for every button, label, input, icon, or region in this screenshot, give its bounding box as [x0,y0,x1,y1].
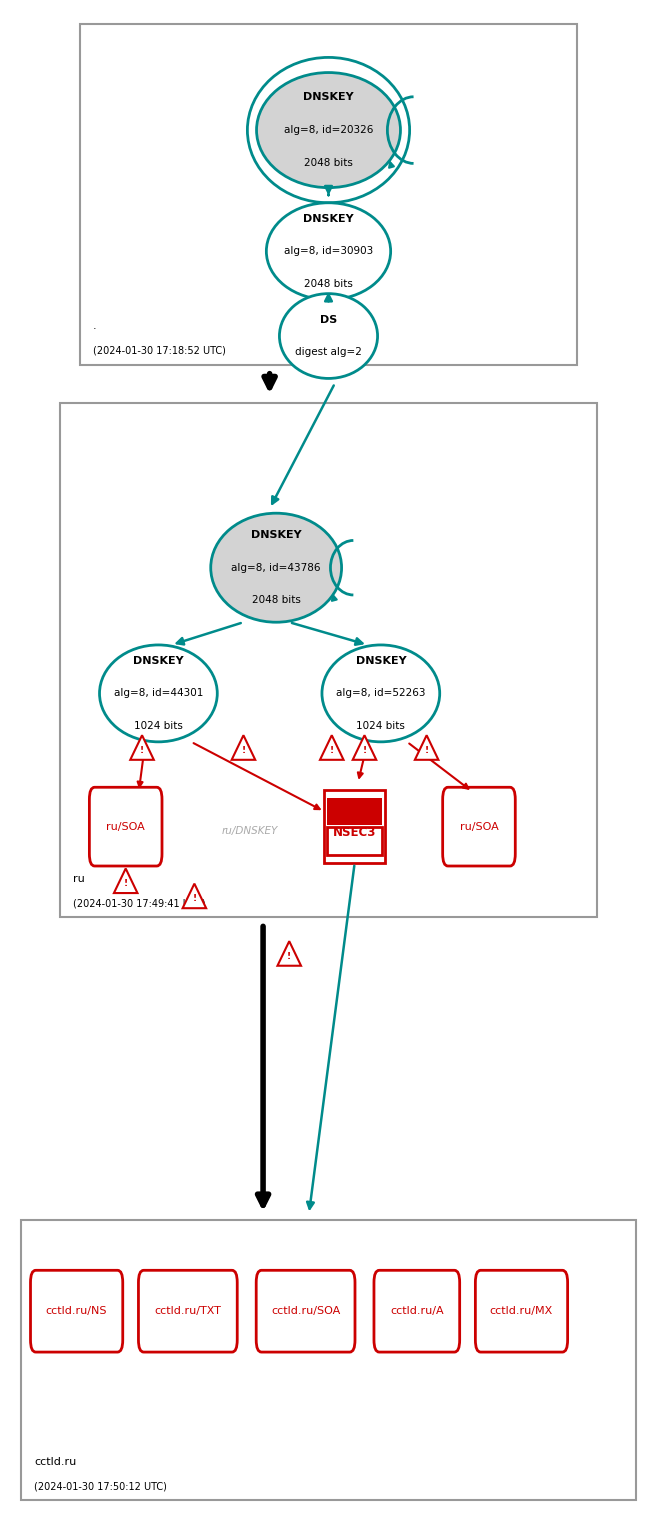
FancyBboxPatch shape [21,1220,636,1500]
Text: (2024-01-30 17:49:41 UTC): (2024-01-30 17:49:41 UTC) [74,898,206,909]
Text: !: ! [241,746,246,755]
Text: cctld.ru/A: cctld.ru/A [390,1306,443,1317]
Text: cctld.ru/MX: cctld.ru/MX [490,1306,553,1317]
Polygon shape [353,736,376,760]
Text: (2024-01-30 17:18:52 UTC): (2024-01-30 17:18:52 UTC) [93,346,226,355]
Text: ru/SOA: ru/SOA [106,822,145,831]
Text: alg=8, id=20326: alg=8, id=20326 [284,124,373,135]
Text: NSEC3: NSEC3 [333,827,376,839]
Polygon shape [415,736,438,760]
Text: !: ! [287,951,291,960]
FancyBboxPatch shape [60,402,597,918]
Text: !: ! [124,880,127,887]
Text: .: . [93,322,97,332]
Text: cctld.ru/TXT: cctld.ru/TXT [154,1306,221,1317]
FancyBboxPatch shape [89,787,162,866]
Text: cctld.ru/NS: cctld.ru/NS [46,1306,107,1317]
Text: ru/DNSKEY: ru/DNSKEY [222,827,278,836]
Text: ru: ru [74,874,85,884]
Polygon shape [232,736,255,760]
Text: (2024-01-30 17:50:12 UTC): (2024-01-30 17:50:12 UTC) [34,1482,167,1491]
Polygon shape [320,736,344,760]
FancyBboxPatch shape [327,827,382,856]
Text: DNSKEY: DNSKEY [133,655,184,666]
Polygon shape [277,941,301,966]
Text: alg=8, id=30903: alg=8, id=30903 [284,246,373,256]
Text: !: ! [330,746,334,755]
Text: !: ! [193,894,196,903]
Text: 1024 bits: 1024 bits [134,721,183,731]
Text: DNSKEY: DNSKEY [303,214,354,223]
Ellipse shape [99,645,217,742]
Text: 1024 bits: 1024 bits [356,721,405,731]
FancyBboxPatch shape [327,798,382,825]
FancyBboxPatch shape [80,24,577,364]
Text: 2048 bits: 2048 bits [304,279,353,288]
Text: !: ! [424,746,429,755]
FancyBboxPatch shape [30,1270,123,1352]
Text: DNSKEY: DNSKEY [251,529,302,540]
Polygon shape [183,883,206,909]
Text: alg=8, id=43786: alg=8, id=43786 [231,563,321,573]
Text: DNSKEY: DNSKEY [303,93,354,102]
Text: DNSKEY: DNSKEY [355,655,406,666]
Ellipse shape [211,513,342,622]
Text: 2048 bits: 2048 bits [252,595,301,605]
Text: DS: DS [320,314,337,325]
Ellipse shape [266,203,391,300]
Text: ru/SOA: ru/SOA [460,822,499,831]
Text: !: ! [140,746,144,755]
Text: digest alg=2: digest alg=2 [295,347,362,358]
Polygon shape [130,736,154,760]
FancyBboxPatch shape [139,1270,237,1352]
Text: 2048 bits: 2048 bits [304,158,353,168]
Text: cctld.ru/SOA: cctld.ru/SOA [271,1306,340,1317]
Ellipse shape [256,73,401,188]
FancyBboxPatch shape [443,787,515,866]
FancyBboxPatch shape [476,1270,568,1352]
Text: !: ! [363,746,367,755]
Ellipse shape [322,645,440,742]
Ellipse shape [279,294,378,378]
Text: cctld.ru: cctld.ru [34,1458,76,1467]
Text: alg=8, id=44301: alg=8, id=44301 [114,689,203,698]
FancyBboxPatch shape [374,1270,460,1352]
FancyBboxPatch shape [256,1270,355,1352]
Text: alg=8, id=52263: alg=8, id=52263 [336,689,426,698]
Polygon shape [114,869,137,894]
